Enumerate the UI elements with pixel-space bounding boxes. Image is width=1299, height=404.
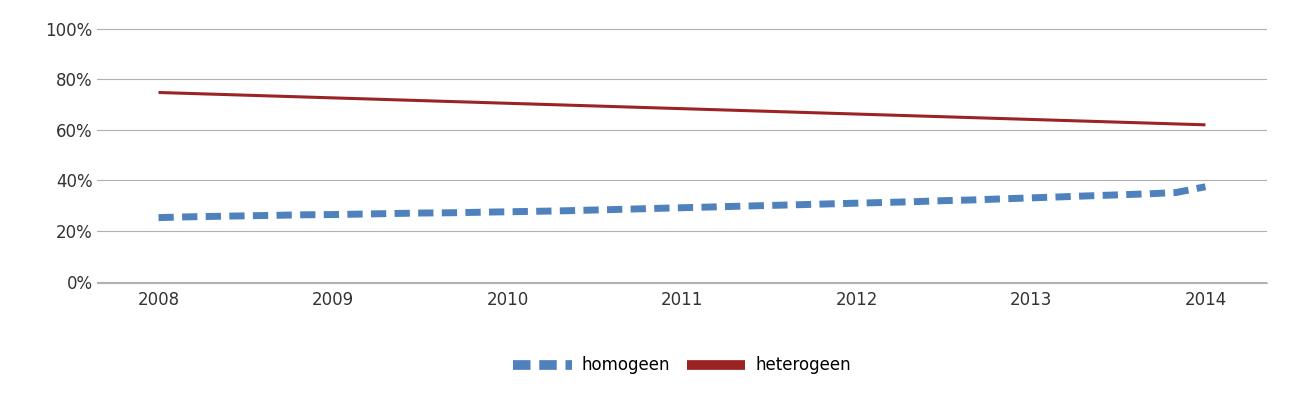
- Legend: homogeen, heterogeen: homogeen, heterogeen: [507, 350, 857, 381]
